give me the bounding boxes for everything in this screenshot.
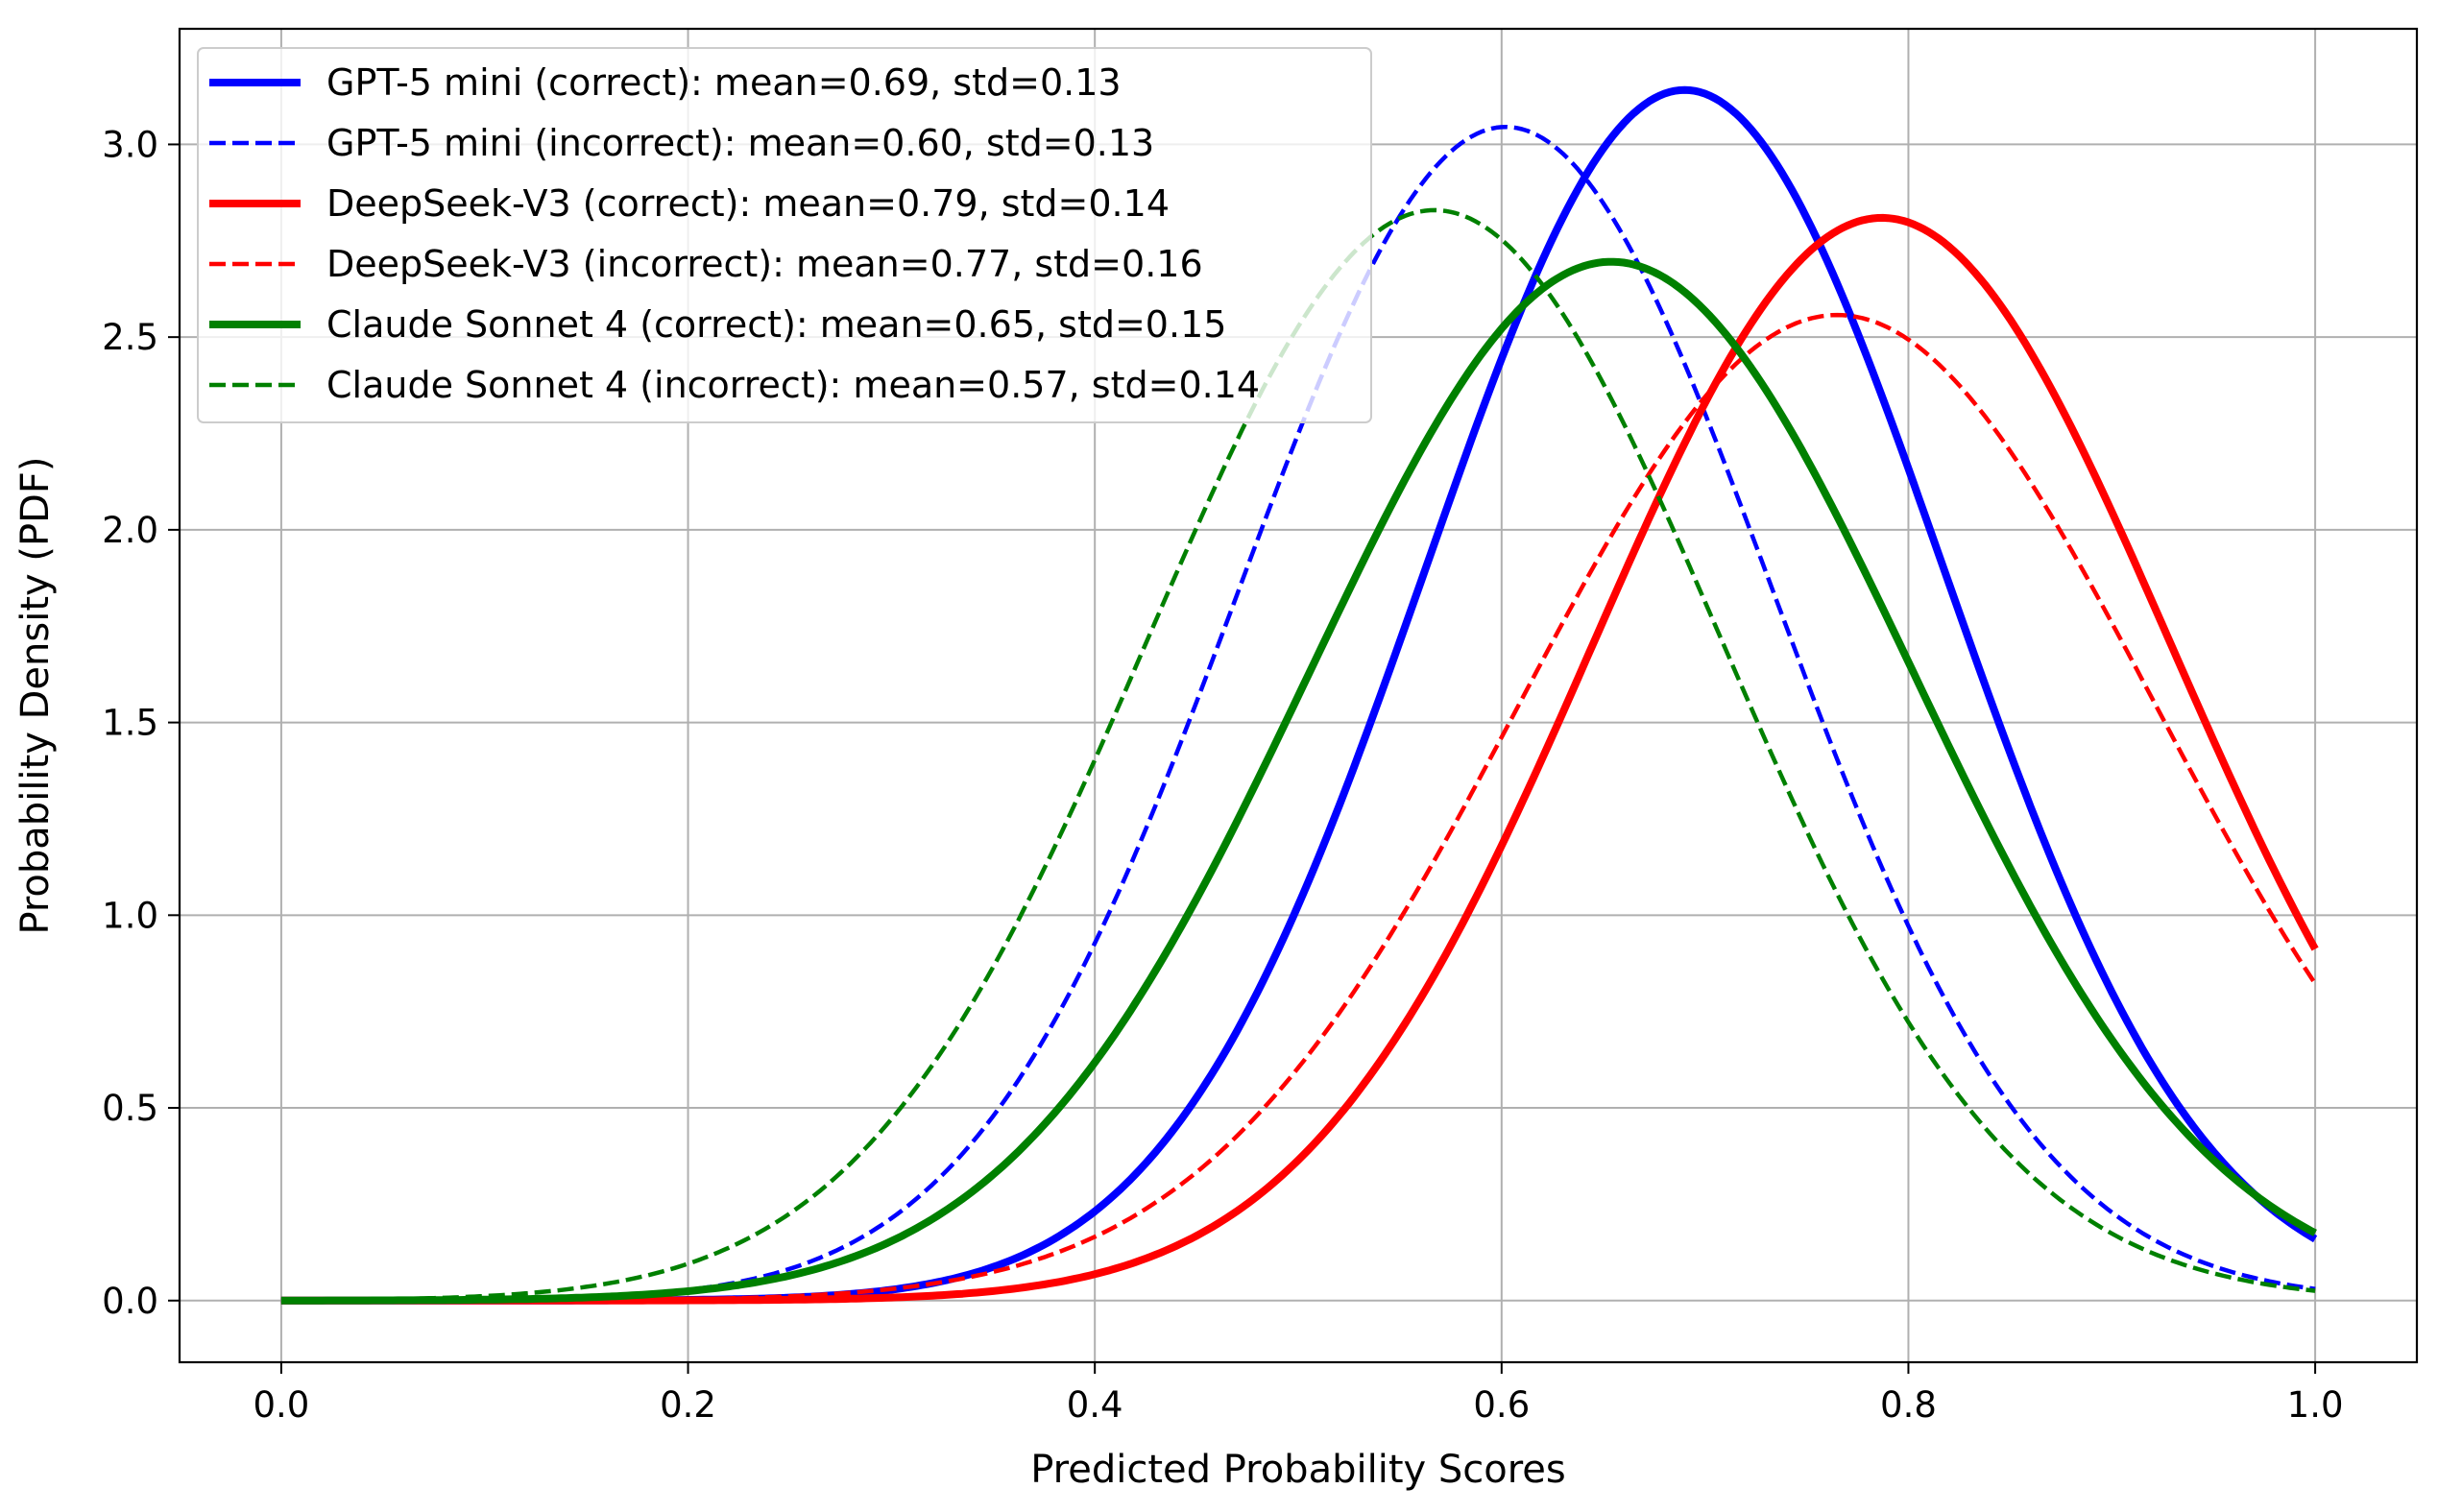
x-tick-label: 1.0	[2287, 1384, 2344, 1426]
legend-entry-5: Claude Sonnet 4 (incorrect): mean=0.57, …	[326, 364, 1260, 406]
series-curves	[280, 85, 2319, 1305]
series-line-1	[280, 124, 2316, 1303]
series-line-2	[280, 213, 2319, 1305]
y-tick-label: 1.5	[102, 703, 158, 744]
x-tick-label: 0.6	[1473, 1384, 1530, 1426]
legend-entry-2: DeepSeek-V3 (correct): mean=0.79, std=0.…	[326, 182, 1170, 225]
y-axis-label: Probability Density (PDF)	[13, 456, 58, 934]
plot-frame	[178, 27, 2419, 1364]
y-tick-label: 3.0	[102, 124, 158, 165]
x-tick-label: 0.0	[253, 1384, 309, 1426]
series-line-4	[280, 257, 2317, 1305]
legend-entry-4: Claude Sonnet 4 (correct): mean=0.65, st…	[326, 303, 1226, 346]
x-tick-label: 0.4	[1067, 1384, 1123, 1426]
legend-entry-3: DeepSeek-V3 (incorrect): mean=0.77, std=…	[326, 243, 1203, 285]
y-tick-label: 2.5	[102, 317, 158, 358]
axis-ticks: 0.0 0.2 0.4 0.6 0.8 1.0 0.0 0.5 1.0 1.5 2.0 2.5 3.0	[102, 124, 2343, 1426]
y-tick-label: 0.5	[102, 1088, 158, 1129]
x-tick-label: 0.8	[1880, 1384, 1937, 1426]
legend: GPT-5 mini (correct): mean=0.69, std=0.1…	[197, 47, 1372, 423]
legend-box	[197, 47, 1372, 423]
legend-entry-0: GPT-5 mini (correct): mean=0.69, std=0.1…	[326, 61, 1122, 104]
y-tick-label: 0.0	[102, 1281, 158, 1322]
y-tick-label: 1.0	[102, 895, 158, 936]
x-tick-label: 0.2	[660, 1384, 716, 1426]
x-axis-label: Predicted Probability Scores	[1030, 1448, 1566, 1492]
series-line-3	[280, 312, 2317, 1304]
legend-entry-1: GPT-5 mini (incorrect): mean=0.60, std=0…	[326, 122, 1154, 164]
y-tick-label: 2.0	[102, 510, 158, 551]
